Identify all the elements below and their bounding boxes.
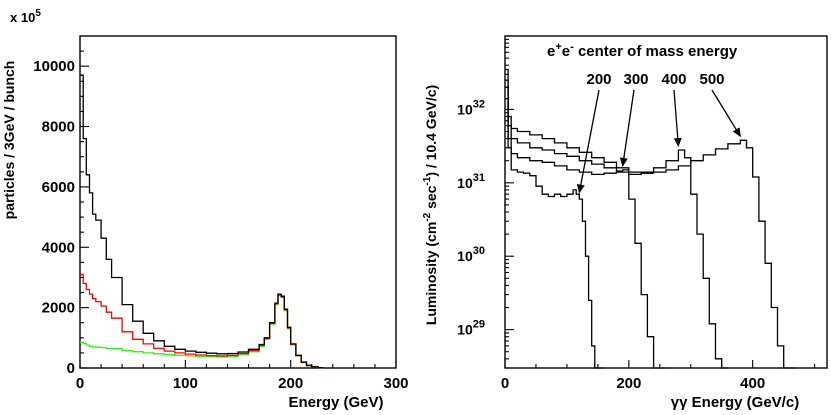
left-y-tick-label: 6000 bbox=[42, 179, 75, 196]
luminosity-panel: Luminosity (cm-2 sec-1) / 10.4 GeV/c) γγ… bbox=[422, 35, 828, 411]
annotation-arrow-400 bbox=[673, 89, 682, 147]
left-series-total bbox=[80, 74, 324, 369]
annotation-title: e+e- center of mass energy bbox=[547, 41, 738, 60]
left-y-tick-label: 0 bbox=[67, 360, 75, 377]
right-x-tick-label: 200 bbox=[616, 375, 641, 392]
annotation-value-200: 200 bbox=[586, 71, 611, 88]
annotation-value-300: 300 bbox=[623, 71, 648, 88]
right-series-200 bbox=[505, 98, 605, 369]
left-axis-ticks: 0 100 200 300 0 2000 4000 6000 8000 10000 bbox=[33, 50, 409, 392]
annotation-value-400: 400 bbox=[661, 71, 686, 88]
left-x-tick-label: 100 bbox=[173, 375, 198, 392]
right-y-axis-label: Luminosity (cm-2 sec-1) / 10.4 GeV/c) bbox=[422, 85, 439, 325]
left-histograms bbox=[80, 74, 324, 369]
left-y-tick-label: 10000 bbox=[33, 58, 75, 75]
left-y-multiplier: x 105 bbox=[10, 8, 41, 25]
left-y-axis-label: particles / 3GeV / bunch bbox=[1, 61, 17, 220]
left-series-green bbox=[80, 294, 324, 369]
right-axis-ticks: 0 200 400 1029 1030 1031 1032 bbox=[457, 38, 816, 392]
right-y-tick-label: 1032 bbox=[457, 98, 485, 117]
right-x-tick-label: 400 bbox=[740, 375, 765, 392]
right-series-300 bbox=[505, 86, 666, 369]
right-series-400 bbox=[505, 79, 728, 369]
left-plot-frame bbox=[79, 35, 397, 369]
left-x-tick-label: 300 bbox=[383, 375, 408, 392]
left-x-axis-label: Energy (GeV) bbox=[288, 394, 383, 411]
annotation-arrow-500 bbox=[711, 89, 741, 138]
annotation-value-500: 500 bbox=[699, 71, 724, 88]
annotation-arrows bbox=[576, 89, 741, 194]
left-x-tick-label: 200 bbox=[278, 375, 303, 392]
right-x-axis-label: γγ Energy (GeV/c) bbox=[671, 394, 799, 411]
right-histograms bbox=[505, 68, 796, 369]
annotation-arrow-300 bbox=[619, 89, 635, 167]
right-x-tick-label: 0 bbox=[501, 375, 509, 392]
right-series-500 bbox=[505, 68, 796, 369]
right-y-tick-label: 1030 bbox=[457, 245, 485, 264]
left-series-red bbox=[80, 273, 324, 369]
left-y-tick-label: 4000 bbox=[42, 239, 75, 256]
right-y-tick-label: 1029 bbox=[457, 319, 485, 338]
energy-spectrum-panel: x 105 particles / 3GeV / bunch Energy (G… bbox=[1, 8, 409, 411]
left-y-tick-label: 2000 bbox=[42, 300, 75, 317]
annotation-arrow-200 bbox=[576, 89, 600, 194]
left-x-tick-label: 0 bbox=[76, 375, 84, 392]
right-y-tick-label: 1031 bbox=[457, 172, 485, 191]
left-y-tick-label: 8000 bbox=[42, 119, 75, 136]
